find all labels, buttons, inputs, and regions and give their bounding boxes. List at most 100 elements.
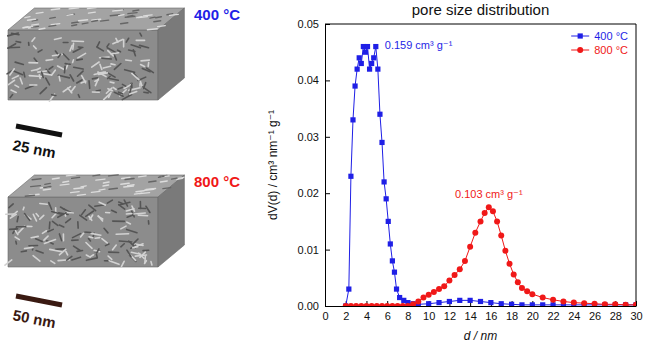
pore (140, 252, 145, 257)
pore (103, 185, 109, 186)
pore (81, 210, 85, 215)
marker (592, 301, 598, 306)
block-face (158, 175, 184, 267)
pore (81, 81, 86, 83)
tick: 22 (547, 301, 559, 322)
marker (623, 302, 629, 306)
pore (96, 254, 98, 257)
scale-bar (16, 126, 62, 135)
pore (58, 76, 60, 81)
pore (156, 17, 162, 18)
marker (359, 61, 364, 66)
tick: 0.05 (298, 18, 330, 30)
marker (478, 299, 483, 304)
pore (91, 191, 99, 192)
pore (58, 66, 65, 70)
pore (33, 256, 40, 261)
pore (112, 210, 117, 212)
marker (436, 286, 442, 292)
pore (70, 45, 72, 51)
scale-bar-label: 25 nm (11, 136, 57, 161)
marker (540, 302, 545, 306)
figure: 400 °C25 nm800 °C50 nmpore size distribu… (0, 0, 651, 355)
pore (17, 217, 18, 222)
pore-texture (5, 175, 184, 267)
marker (488, 300, 493, 305)
pore (73, 48, 81, 52)
marker (420, 295, 426, 301)
pore (133, 247, 138, 248)
marker (375, 67, 380, 72)
marker (478, 218, 484, 224)
marker (457, 266, 463, 272)
annotation: 0.103 cm³ g⁻¹ (455, 188, 523, 200)
pore (114, 10, 123, 11)
pore (63, 234, 65, 241)
marker (389, 303, 395, 306)
pore (91, 233, 101, 235)
pore (29, 245, 38, 247)
marker (550, 302, 555, 306)
rendering-label: 400 °C (194, 6, 240, 23)
pore (82, 23, 88, 24)
block-face (8, 175, 184, 197)
tick-label: 26 (589, 310, 601, 322)
marker (405, 303, 411, 306)
tick-mark (325, 80, 330, 81)
pore (131, 83, 132, 86)
pore (72, 177, 80, 178)
pore (8, 80, 14, 84)
pore (125, 16, 135, 17)
pore (15, 241, 17, 244)
pore (44, 74, 52, 75)
marker (498, 233, 504, 239)
pore (81, 186, 86, 187)
pore (59, 225, 63, 227)
marker (343, 303, 349, 306)
pore (144, 15, 152, 16)
pore (72, 257, 81, 260)
pore (12, 76, 18, 79)
pore (150, 17, 155, 18)
pore (55, 51, 57, 54)
pore (138, 214, 147, 216)
pore (51, 70, 55, 75)
pore (54, 38, 61, 40)
tick-label: 0.04 (298, 74, 319, 86)
pore (36, 239, 42, 242)
pore (12, 71, 22, 75)
legend-label: 400 °C (594, 30, 628, 42)
pore (148, 221, 150, 224)
pore (48, 229, 53, 231)
pore (86, 258, 97, 260)
pore (63, 87, 70, 92)
pore (139, 176, 146, 177)
pore (65, 63, 70, 65)
marker (431, 289, 437, 295)
legend-label: 800 °C (594, 44, 628, 56)
pore (96, 89, 100, 91)
marker (365, 44, 370, 49)
pore (132, 73, 139, 79)
marker (384, 196, 389, 201)
plot-frame (636, 24, 637, 306)
tick: 4 (364, 301, 370, 322)
marker (472, 230, 478, 236)
marker (509, 302, 514, 306)
pore (11, 90, 16, 92)
pore (34, 46, 37, 49)
pore (101, 20, 109, 21)
pore (32, 38, 35, 41)
pore (95, 80, 99, 81)
tick-label: 14 (465, 310, 477, 322)
pore (134, 213, 145, 214)
rendering-label: 800 °C (194, 173, 240, 190)
pore (89, 238, 91, 240)
pore (140, 33, 142, 36)
marker (384, 303, 390, 306)
tick-label: 6 (385, 310, 391, 322)
pore (9, 204, 13, 208)
scale-bar (16, 296, 62, 305)
marker (411, 301, 416, 306)
pore (10, 228, 18, 230)
